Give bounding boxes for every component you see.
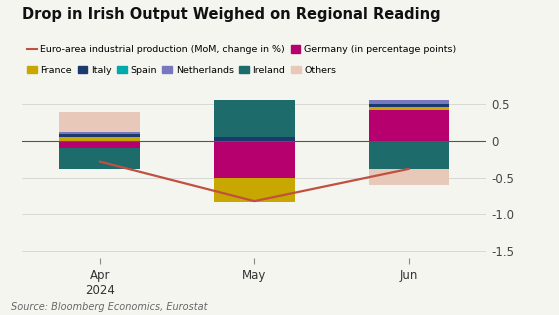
Bar [369,141,449,169]
Bar [214,178,295,202]
Bar [369,100,449,104]
Bar [369,110,449,141]
Bar [59,112,140,132]
Legend: France, Italy, Spain, Netherlands, Ireland, Others: France, Italy, Spain, Netherlands, Irela… [27,66,337,75]
Bar [59,141,140,148]
Bar [214,137,295,141]
Bar [59,135,140,137]
Text: Source: Bloomberg Economics, Eurostat: Source: Bloomberg Economics, Eurostat [11,302,208,312]
Text: Drop in Irish Output Weighed on Regional Reading: Drop in Irish Output Weighed on Regional… [22,7,441,22]
Bar [369,104,449,106]
Bar [59,137,140,141]
Bar [369,106,449,110]
Bar [369,169,449,185]
Bar [214,100,295,137]
Bar [214,141,295,178]
Bar [59,132,140,134]
Bar [59,148,140,169]
Bar [59,134,140,135]
